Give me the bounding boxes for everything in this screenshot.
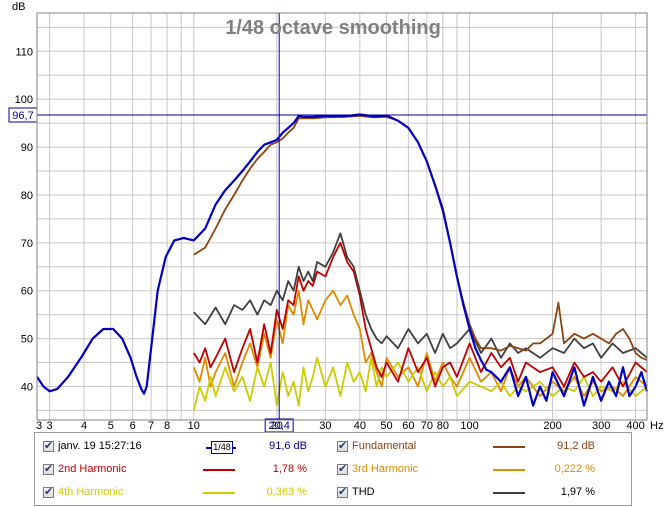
legend-row-3: 4th Harmonic 0,363 % THD 1,97 % [35,483,631,503]
legend-value: 1,78 % [272,463,307,475]
cursor-x-box [264,418,294,432]
plot-area-background [37,13,647,420]
legend-value: 0,222 % [554,463,595,475]
checkbox-icon[interactable] [337,462,348,475]
y-tick-label: 60 [21,286,33,298]
legend-line [493,492,525,494]
smoothing-label: 1/48 [211,441,233,454]
y-tick-label: 50 [21,334,33,346]
plot-frame [36,12,648,421]
x-tick-labels: 3 3 4 5 6 7 8 10 20 30 40 50 60 70 80 100 200 300 400 [36,420,645,432]
x-tick-label: 300 [592,420,610,432]
x-tick-label: 80 [437,420,449,432]
legend-line [203,469,235,471]
x-tick-label: 200 [543,420,561,432]
x-tick-label: 60 [402,420,414,432]
legend-label: 3rd Harmonic [352,463,419,475]
x-tick-label: 4 [81,420,87,432]
cursor-crosshair[interactable]: 96,7 20,4 [8,13,647,432]
legend-row-2: 2nd Harmonic 1,78 % 3rd Harmonic 0,222 % [35,460,631,480]
x-tick-label: 20 [271,420,283,432]
x-tick-label: 50 [380,420,392,432]
legend-line [493,469,525,471]
checkbox-icon[interactable] [337,439,348,452]
cursor-y-label: 96,7 [12,110,33,122]
legend-panel: janv. 19 15:27:16 1/48 91,6 dB Fundament… [34,432,632,506]
y-tick-labels: 40 50 60 70 80 90 100 110 [15,46,33,393]
legend-label: 2nd Harmonic [58,463,127,475]
x-tick-label: 70 [421,420,433,432]
x-tick-label: 3 [36,420,42,432]
x-tick-label: 400 [626,420,644,432]
legend-line [493,446,525,448]
checkbox-icon[interactable] [337,485,348,498]
cursor-x-label: 20,4 [268,420,289,432]
checkbox-icon[interactable] [43,485,54,498]
legend-value: 1,97 % [560,486,595,498]
series-line [192,356,648,411]
frequency-response-chart[interactable]: 96,7 20,4 1/48 octave smoothing dB Hz 40 5… [0,0,667,432]
legend-value: 91,6 dB [269,440,307,452]
legend-value: 0,363 % [266,486,307,498]
data-curves [36,113,649,411]
legend-label: THD [352,486,375,498]
x-tick-label: 30 [319,420,331,432]
x-axis-unit: Hz [650,420,663,432]
x-tick-label: 40 [354,420,366,432]
x-tick-label: 8 [164,420,170,432]
chart-title: 1/48 octave smoothing [225,17,441,39]
x-tick-label: 100 [460,420,478,432]
x-tick-label: 5 [108,420,114,432]
y-tick-label: 70 [21,238,33,250]
x-tick-label: 7 [148,420,154,432]
y-tick-label: 100 [15,94,33,106]
y-axis-unit: dB [12,1,25,13]
legend-label: Fundamental [352,440,417,452]
x-tick-label: 10 [188,420,200,432]
series-line [193,232,648,359]
y-tick-label: 40 [21,381,33,393]
x-tick-label: 6 [130,420,136,432]
checkbox-icon[interactable] [43,439,54,452]
legend-label: janv. 19 15:27:16 [58,440,142,452]
legend-label: 4th Harmonic [58,486,124,498]
legend-value: 91,2 dB [557,440,595,452]
x-tick-label: 3 [47,420,53,432]
legend-row-1: janv. 19 15:27:16 1/48 91,6 dB Fundament… [35,437,631,457]
y-tick-label: 80 [21,190,33,202]
series-line [36,113,649,407]
y-tick-label: 90 [21,142,33,154]
checkbox-icon[interactable] [43,462,54,475]
legend-line [203,492,235,494]
smoothing-tag[interactable]: 1/48 [206,441,236,454]
y-tick-label: 110 [15,46,33,58]
series-line [193,241,648,388]
